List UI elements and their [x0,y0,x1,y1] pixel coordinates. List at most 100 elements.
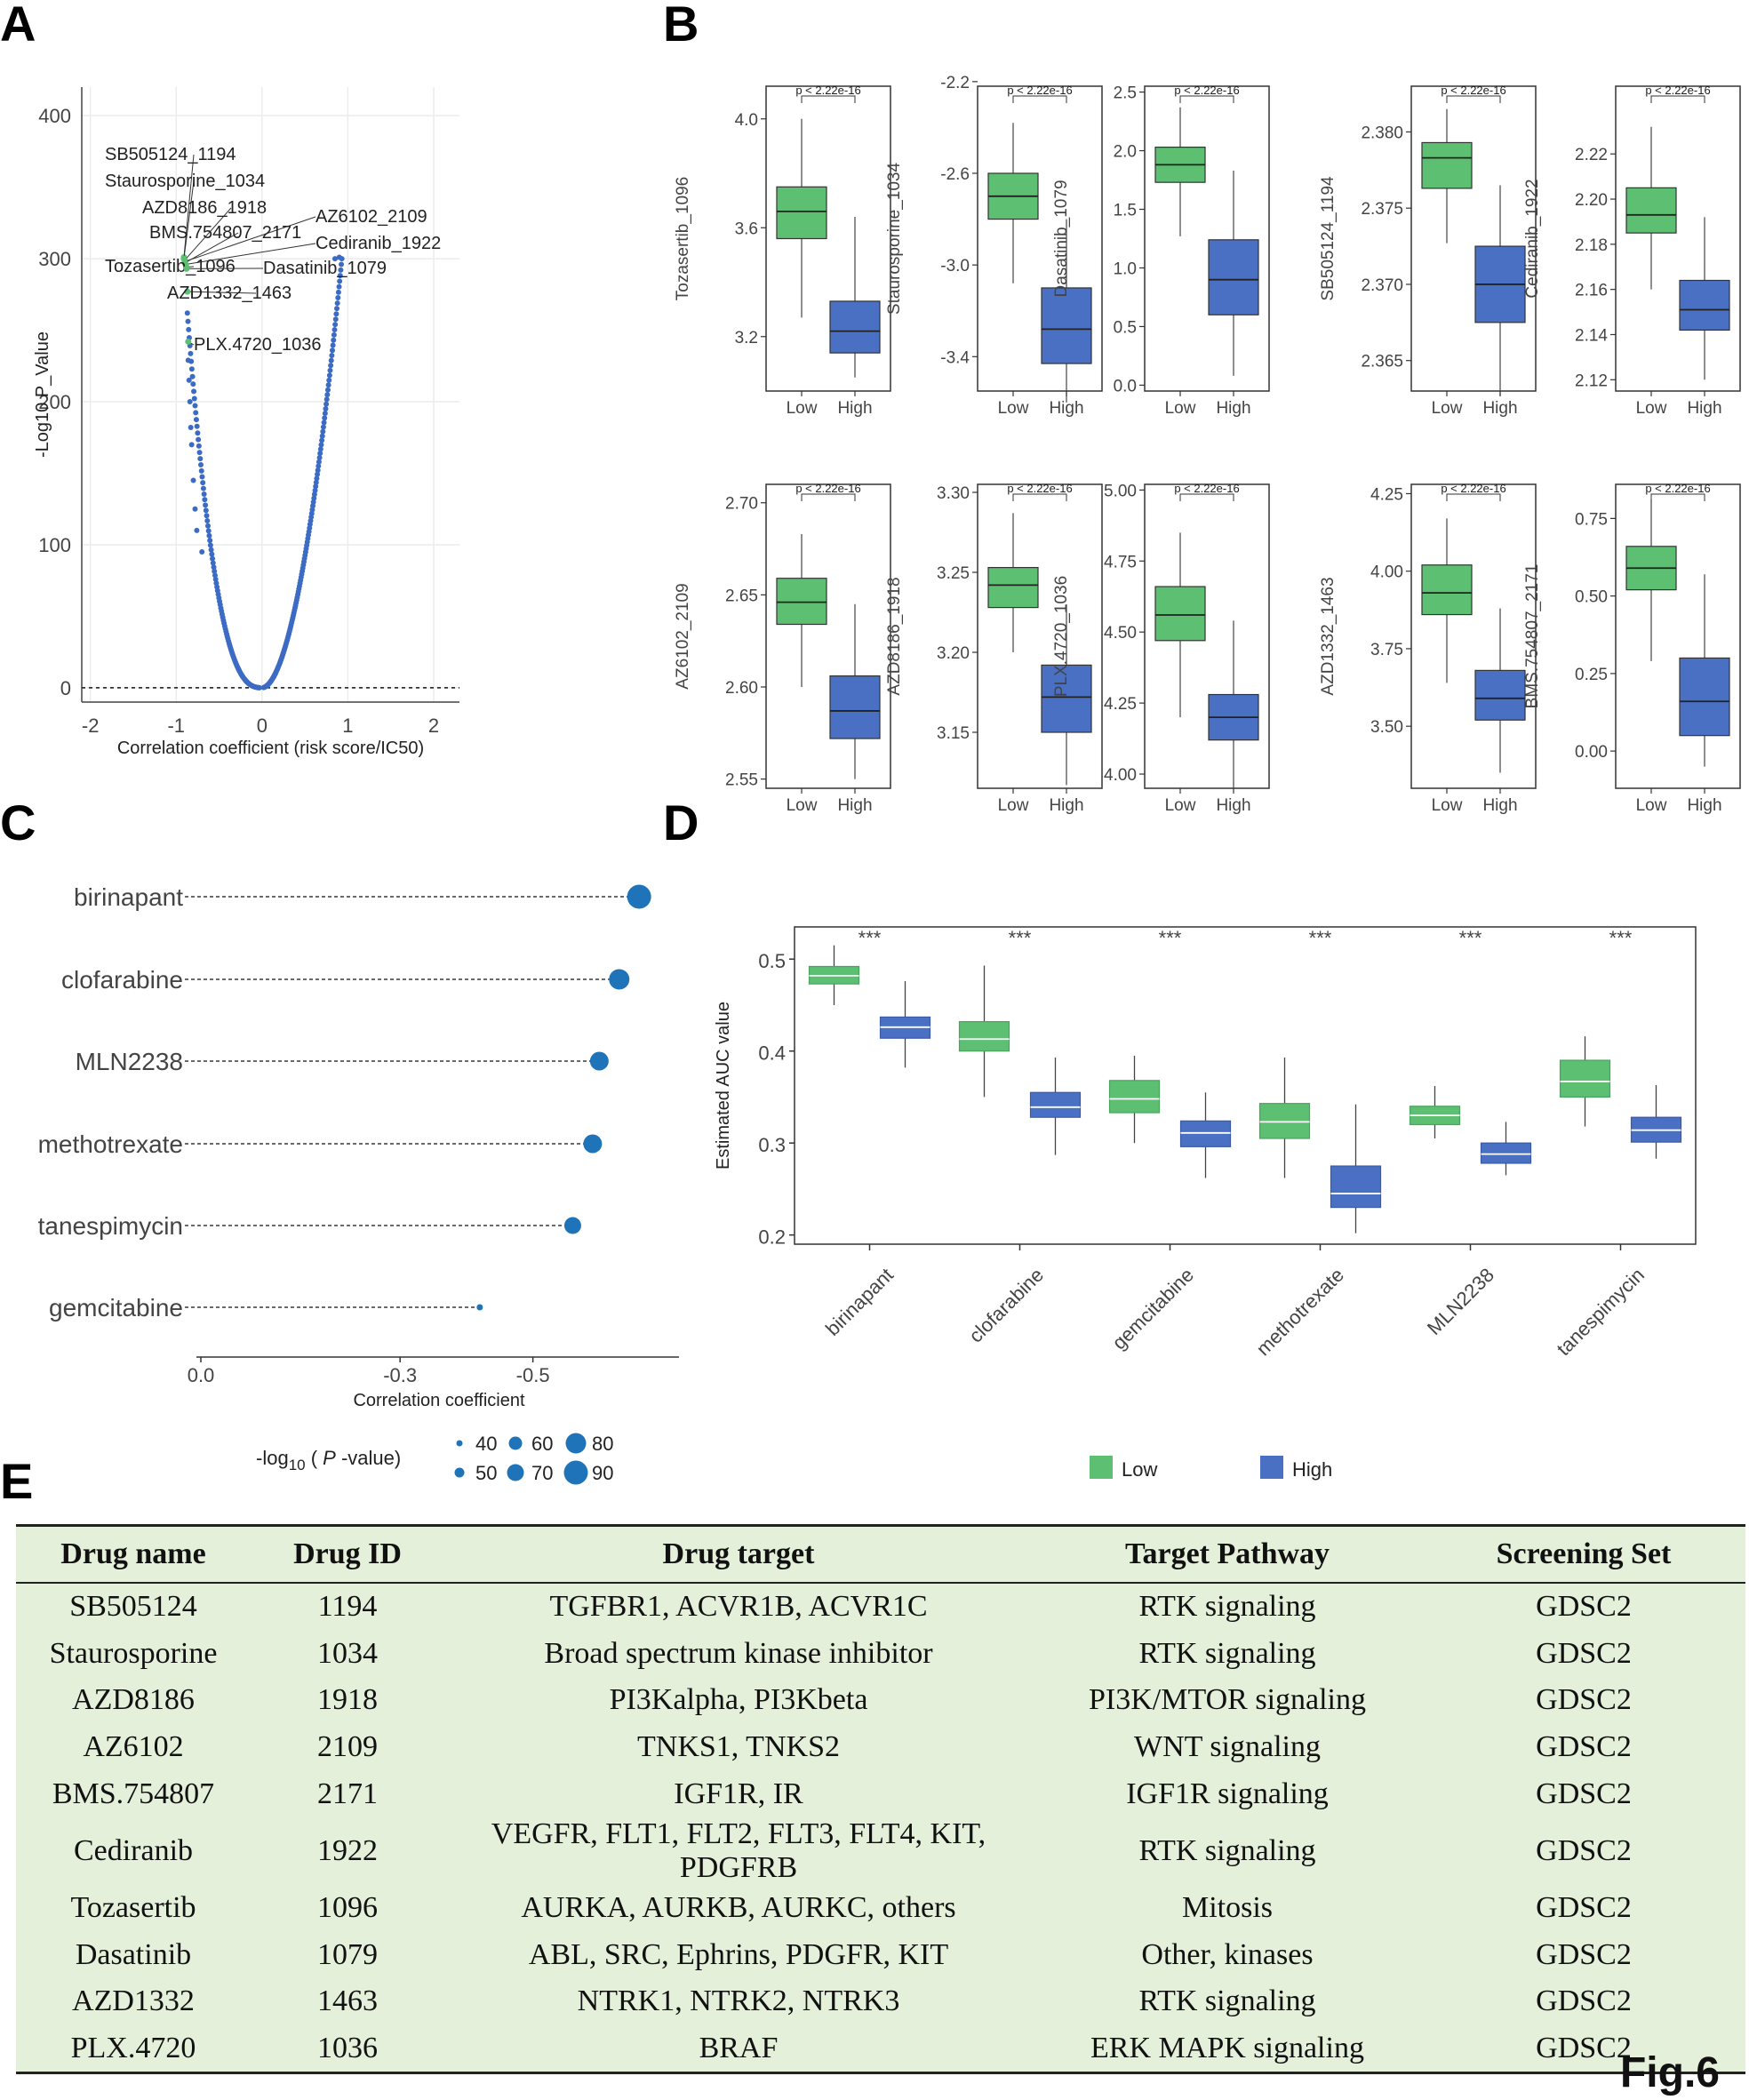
pvalue-bracket [1179,493,1234,501]
boxplot-dasatinib-1079: 0.0 0.5 1.0 1.5 2.0 2.5 Dasatinib_1079 Low High p… [1052,84,1270,418]
box-high [829,675,881,739]
y-tick-label: 3.15 [937,724,970,743]
data-point [211,564,217,571]
data-point [198,467,204,474]
x-tick-label: -0.5 [516,1364,550,1386]
y-tick-label: 300 [38,248,71,270]
pvalue-label: p < 2.22e-16 [1645,482,1710,495]
cell-target-pathway: IGF1R signaling [1126,1777,1329,1810]
boxplot-tozasertib-1096: 3.2 3.6 4.0 Tozasertib_1096 Low High p < 2.22e… [674,84,891,418]
pvalue-bracket [1446,95,1501,103]
boxplot-bms-754807-2171: 0.00 0.25 0.50 0.75 BMS.754807_2171 Low High p … [1523,482,1741,815]
y-tick-label: 4.0 [735,111,758,130]
x-tick-label: High [1216,399,1250,418]
data-point [188,350,194,356]
data-point [193,410,199,416]
significance-stars: *** [1309,927,1332,949]
cell-drug-target: BRAF [699,2032,779,2065]
lollipop-label: clofarabine [61,966,183,994]
cell-drug-id: 2109 [317,1730,378,1764]
cell-target-pathway: RTK signaling [1138,1636,1316,1670]
box-low [1154,586,1206,642]
size-legend-label: 50 [475,1462,497,1484]
x-tick-label: High [1687,399,1721,418]
data-point [186,377,192,383]
x-tick-label: -1 [167,715,185,737]
pvalue-bracket [1650,95,1705,103]
data-point [319,433,325,439]
label-leader-line [187,291,257,294]
data-point [193,417,199,423]
data-point [315,459,322,465]
y-tick-label: 2.12 [1575,371,1608,390]
data-point [331,256,338,262]
highlight-label: Tozasertib_1096 [105,257,236,276]
cell-drug-id: 2171 [317,1777,378,1810]
data-point [192,506,198,512]
pvalue-label: p < 2.22e-16 [1174,482,1239,495]
data-point [191,388,197,395]
data-point [199,549,205,555]
cell-drug-name: SB505124 [69,1590,197,1624]
y-tick-label: 4.25 [1370,485,1403,504]
y-tick-label: 1.5 [1114,202,1137,220]
table-row: Staurosporine 1034 Broad spectrum kinase i… [16,1631,1745,1678]
data-point [329,347,335,354]
table-row: AZD1332 1463 NTRK1, NTRK2, NTRK3 RTK signal… [16,1978,1745,2025]
size-legend-dot [508,1436,523,1450]
box-high [1029,1091,1082,1118]
panel-b-frame [1410,483,1537,789]
data-point [185,318,191,324]
highlight-label: AZD1332_1463 [167,283,292,303]
box-high [1474,669,1526,721]
lollipop-dot [563,1217,581,1234]
boxplot-staurosporine-1034: -2.2 -2.6 -3.0 -3.4 Staurosporine_1034 Low Hig… [885,74,1103,418]
cell-target-pathway: RTK signaling [1138,1833,1316,1867]
lollipop-label: gemcitabine [49,1294,183,1321]
size-legend-label: 70 [531,1462,553,1484]
x-tick-label: Low [787,796,818,815]
cell-drug-name: AZD8186 [72,1683,195,1717]
panel-b-y-title: PLX.4720_1036 [1052,576,1071,697]
box-high [1208,239,1259,315]
cell-drug-name: Tozasertib [70,1891,196,1925]
data-point [339,261,345,267]
header-screening-set: Screening Set [1422,1525,1745,1584]
cell-screening-set: GDSC2 [1536,1777,1632,1810]
y-tick-label: 2.16 [1575,282,1608,300]
lollipop-label: MLN2238 [76,1048,183,1075]
data-point [212,568,218,574]
cell-drug-target: IGF1R, IR [674,1777,803,1810]
pvalue-bracket [1012,493,1067,501]
cell-drug-name: AZD1332 [72,1984,195,2018]
y-tick-label: 2.55 [725,771,758,790]
data-point [315,467,321,474]
x-tick-label: clofarabine [964,1264,1048,1347]
data-point [194,423,200,429]
y-tick-label: 4.00 [1104,766,1137,785]
data-point [317,451,323,457]
pvalue-label: p < 2.22e-16 [1441,84,1505,97]
panel-b-y-title: AZ6102_2109 [674,583,692,689]
data-point [332,316,339,323]
y-tick-label: 3.2 [735,329,758,347]
x-tick-label: gemcitabine [1107,1264,1198,1354]
x-tick-label: High [1049,399,1083,418]
y-tick-label: 100 [38,534,71,556]
size-legend-title: -log10 ( P -value) [256,1447,401,1473]
data-point [190,477,196,483]
box-high [1679,279,1730,331]
x-tick-label: Low [1636,796,1667,815]
pvalue-label: p < 2.22e-16 [795,482,860,495]
y-tick-label: 0.5 [758,950,786,972]
panel-d-y-title: Estimated AUC value [714,1002,733,1170]
data-point [317,446,323,452]
boxplot-cediranib-1922: 2.12 2.14 2.16 2.18 2.20 2.22 Cediranib_1922 Lo… [1523,84,1741,418]
cell-screening-set: GDSC2 [1536,1590,1632,1624]
y-tick-label: -3.0 [940,257,970,275]
y-tick-label: 3.30 [937,484,970,503]
y-tick-label: 0.00 [1575,743,1608,762]
cell-drug-id: 1194 [317,1590,378,1624]
label-leader-line [184,232,239,264]
cell-drug-target: VEGFR, FLT1, FLT2, FLT3, FLT4, KIT, PDGF… [491,1817,986,1884]
